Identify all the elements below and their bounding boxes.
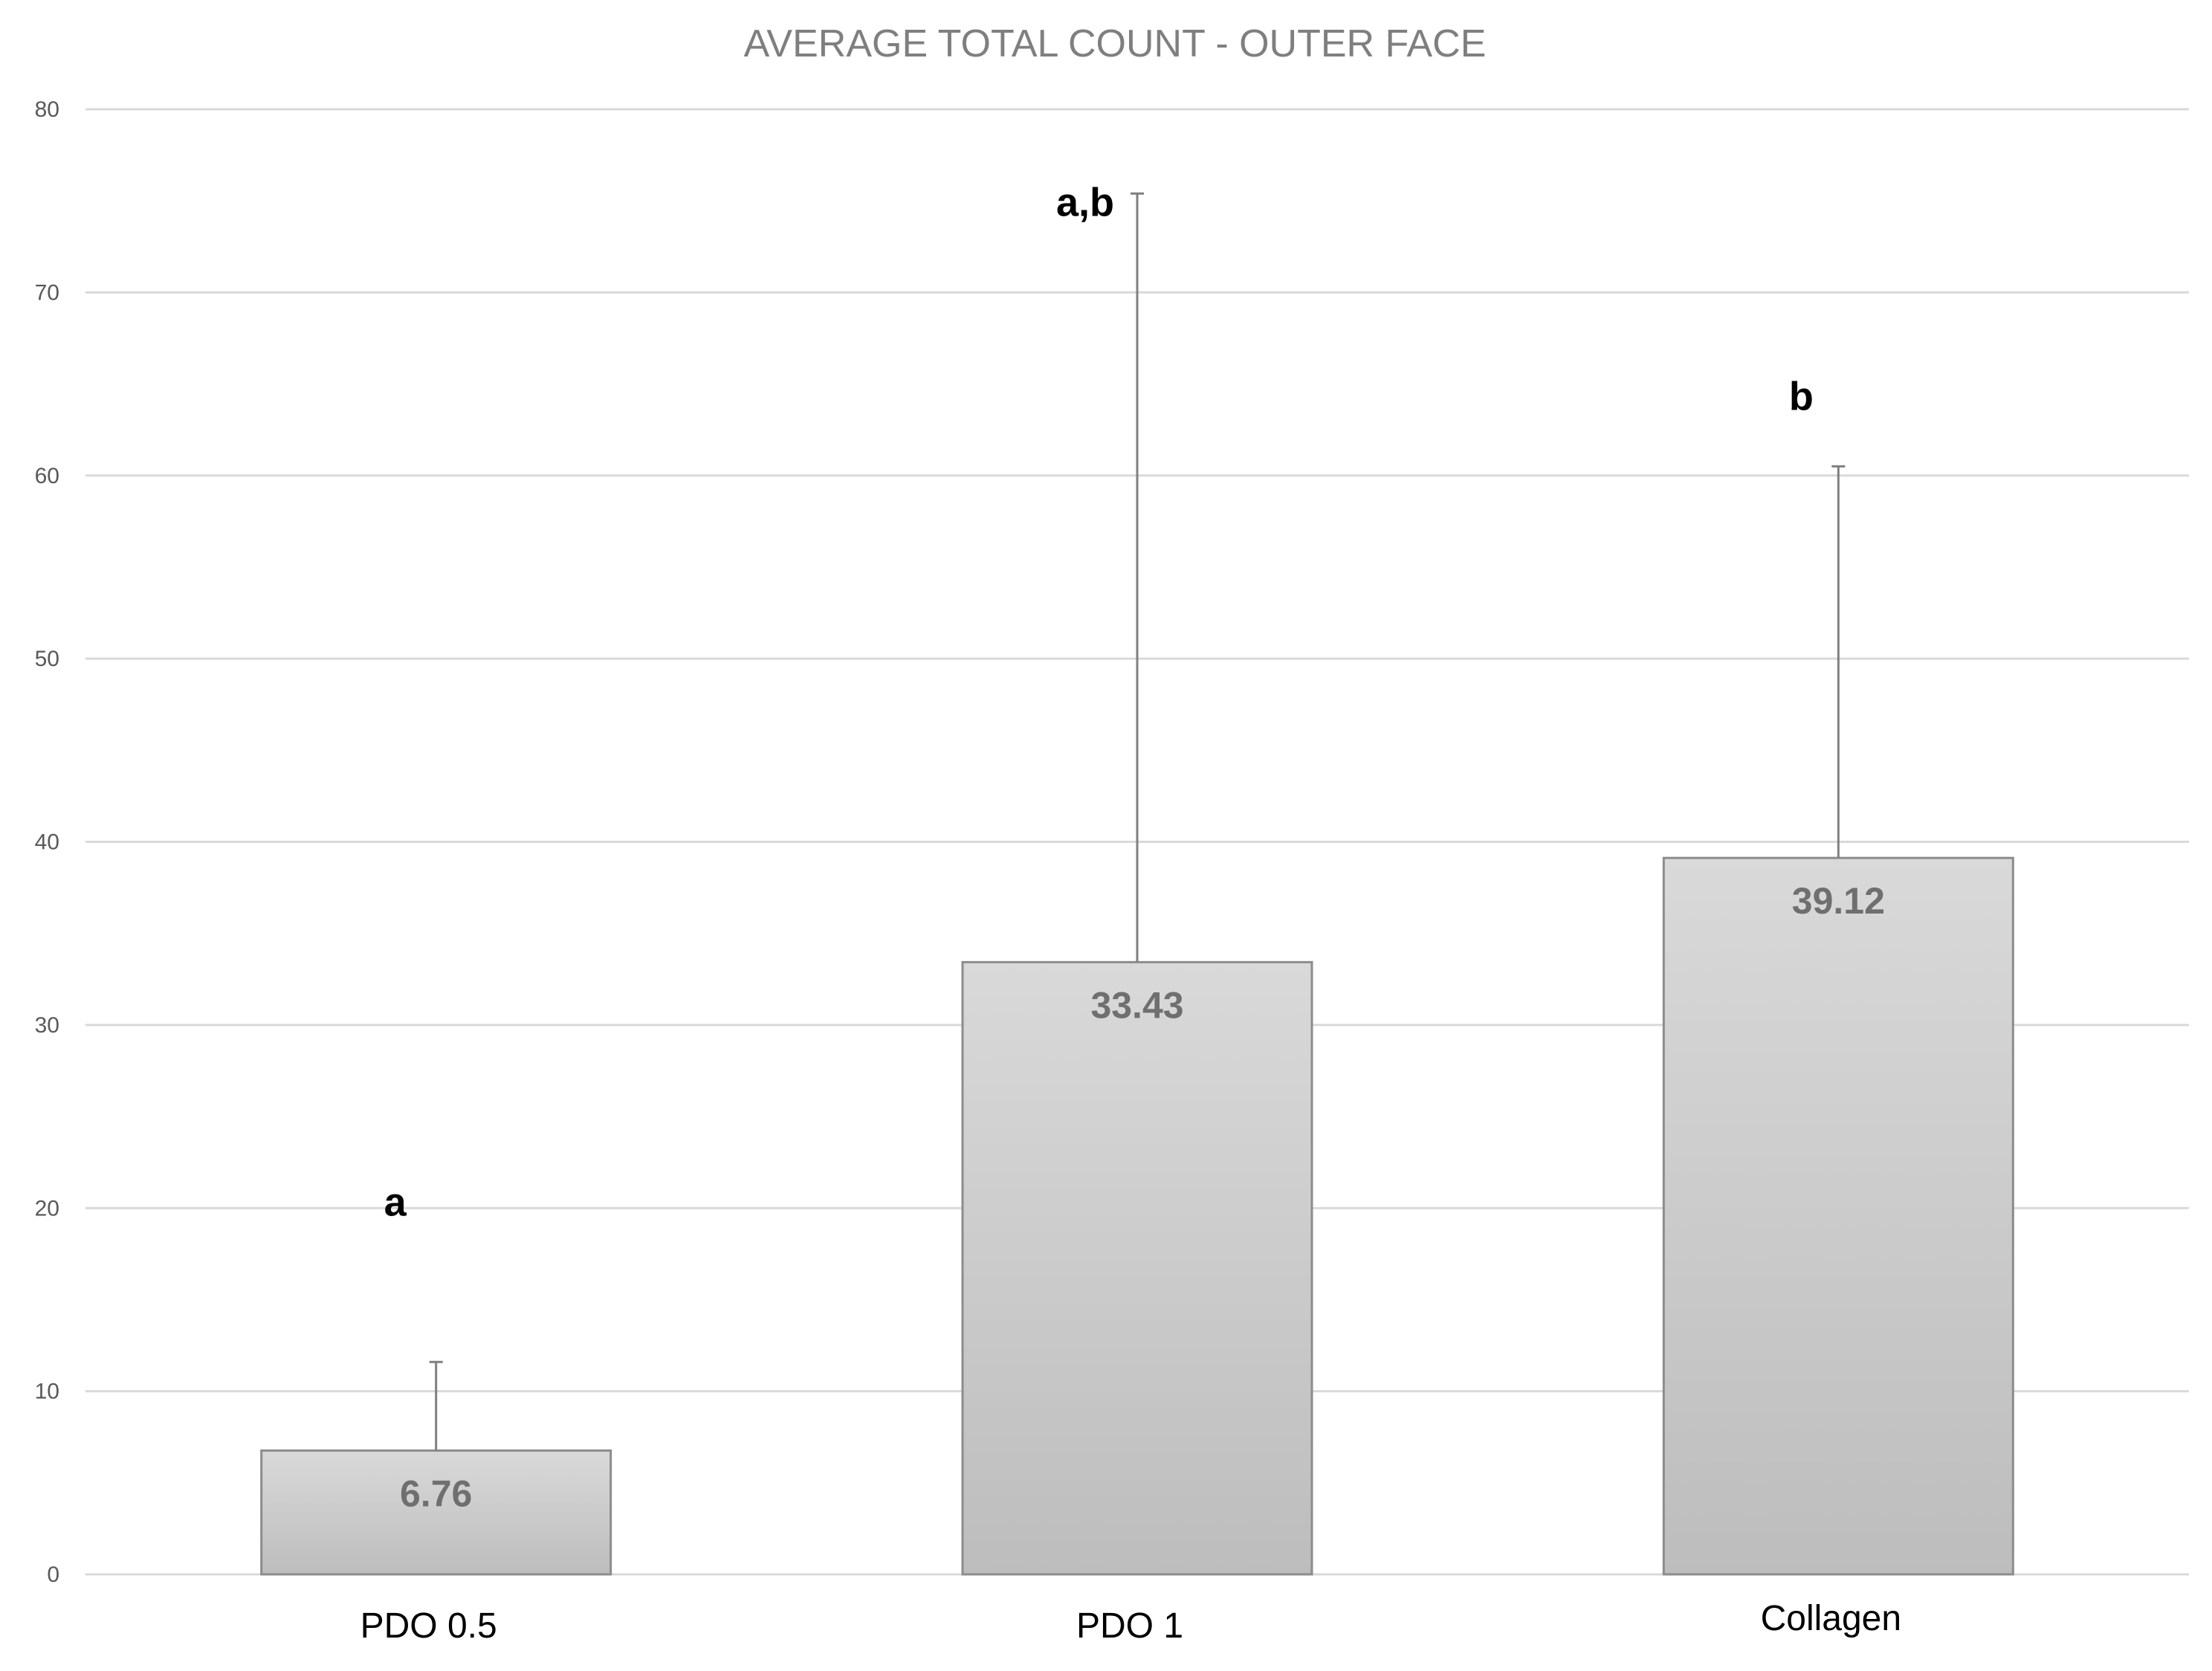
- significance-annotations: a a,b b: [384, 180, 1814, 1224]
- y-tick-label: 0: [47, 1562, 59, 1587]
- y-tick-label: 50: [35, 647, 59, 671]
- y-tick-label: 40: [35, 830, 59, 855]
- bars: [260, 856, 2014, 1576]
- data-labels: 6.76 33.43 39.12: [400, 880, 1885, 1514]
- error-bars: [429, 192, 1846, 1451]
- bar: [1662, 856, 2014, 1576]
- data-label: 33.43: [1090, 984, 1183, 1026]
- y-tick-label: 70: [35, 280, 59, 305]
- y-tick-label: 60: [35, 464, 59, 488]
- bar: [260, 1449, 612, 1576]
- y-tick-label: 10: [35, 1380, 59, 1404]
- x-axis-category-labels: PDO 0.5 PDO 1 Collagen: [360, 1599, 1901, 1646]
- x-category-label: PDO 0.5: [360, 1606, 497, 1646]
- significance-annotation: a,b: [1056, 180, 1114, 224]
- significance-annotation: b: [1789, 374, 1814, 418]
- data-label: 6.76: [400, 1473, 472, 1514]
- y-tick-label: 20: [35, 1196, 59, 1221]
- bar: [961, 960, 1313, 1576]
- significance-annotation: a: [384, 1180, 407, 1224]
- data-label: 39.12: [1792, 880, 1885, 922]
- y-tick-label: 80: [35, 97, 59, 122]
- y-tick-label: 30: [35, 1013, 59, 1038]
- chart-title: AVERAGE TOTAL COUNT - OUTER FACE: [744, 22, 1487, 65]
- x-category-label: Collagen: [1761, 1599, 1901, 1638]
- x-category-label: PDO 1: [1076, 1606, 1183, 1646]
- y-axis-tick-labels: 0 10 20 30 40 50 60 70 80: [35, 97, 59, 1587]
